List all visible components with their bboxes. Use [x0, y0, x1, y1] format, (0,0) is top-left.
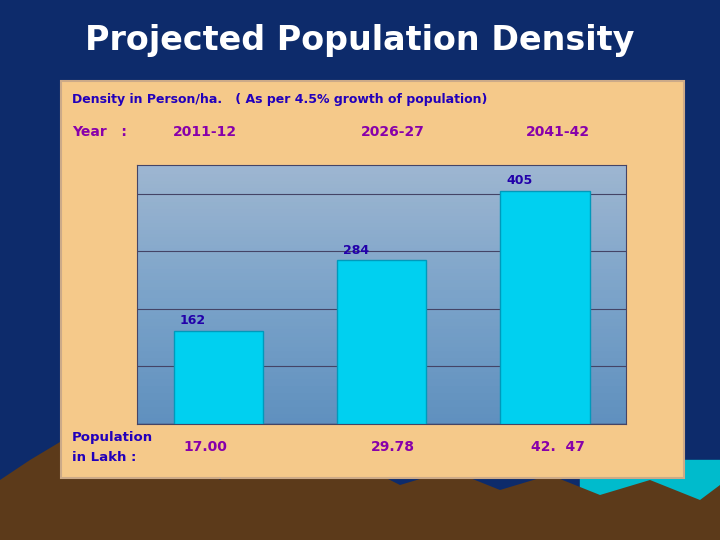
Text: 405: 405 — [506, 174, 533, 187]
Polygon shape — [0, 430, 720, 540]
FancyBboxPatch shape — [61, 81, 684, 478]
Text: Population: Population — [72, 431, 153, 444]
Text: 162: 162 — [180, 314, 206, 327]
Text: Projected Population Density: Projected Population Density — [85, 24, 635, 57]
Bar — [174, 330, 264, 424]
Text: 17.00: 17.00 — [184, 441, 227, 454]
Bar — [337, 260, 426, 424]
Text: in Lakh :: in Lakh : — [72, 451, 136, 464]
Text: 2011-12: 2011-12 — [173, 125, 238, 139]
Text: Year   :: Year : — [72, 125, 127, 139]
Text: 42.  47: 42. 47 — [531, 441, 585, 454]
Text: 2041-42: 2041-42 — [526, 125, 590, 139]
Text: Density in Person/ha.   ( As per 4.5% growth of population): Density in Person/ha. ( As per 4.5% grow… — [72, 93, 487, 106]
Bar — [500, 191, 590, 424]
Text: 29.78: 29.78 — [370, 441, 415, 454]
Text: 284: 284 — [343, 244, 369, 257]
Text: 2026-27: 2026-27 — [361, 125, 424, 139]
